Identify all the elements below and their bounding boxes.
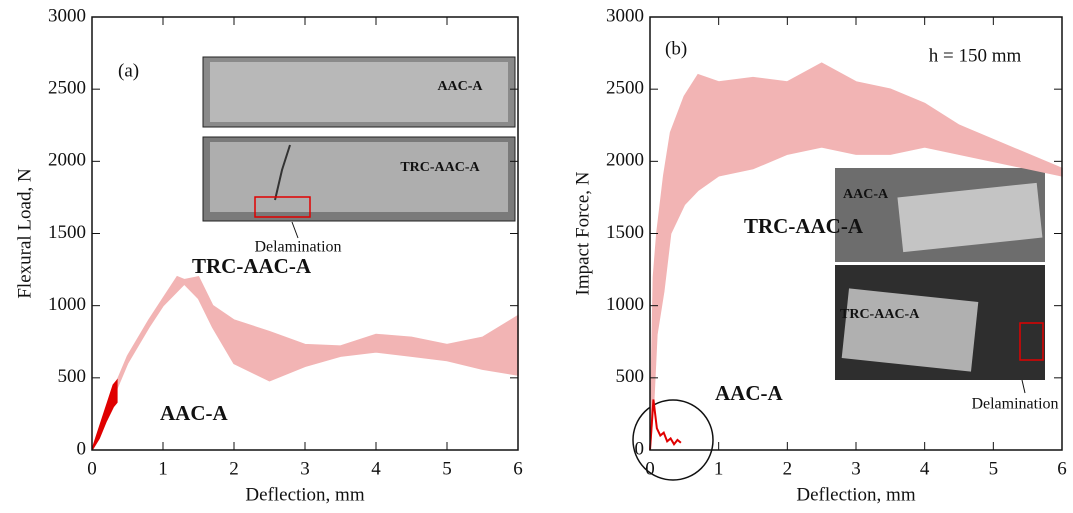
y-tick-label: 0: [635, 438, 645, 459]
x-tick-label: 4: [920, 458, 930, 479]
inset-label: AAC-A: [437, 79, 483, 94]
y-tick-label: 500: [616, 366, 645, 387]
y-tick-label: 0: [77, 438, 87, 459]
annotation: (a): [118, 60, 139, 81]
x-tick-label: 5: [442, 458, 452, 479]
y-axis-label: Flexural Load, N: [14, 168, 35, 299]
x-tick-label: 6: [1057, 458, 1067, 479]
y-tick-label: 1500: [606, 222, 644, 243]
y-tick-label: 3000: [606, 5, 644, 26]
series-label: AAC-A: [715, 381, 783, 405]
x-axis-label: Deflection, mm: [245, 484, 364, 505]
x-tick-label: 2: [783, 458, 793, 479]
x-tick-label: 0: [645, 458, 655, 479]
x-axis-label: Deflection, mm: [796, 484, 915, 505]
y-tick-label: 2500: [606, 78, 644, 99]
series-label: TRC-AAC-A: [192, 254, 312, 278]
y-tick-label: 2000: [606, 150, 644, 171]
y-tick-label: 1000: [48, 294, 86, 315]
inset-photos-b: [632, 168, 1045, 481]
y-axis-label: Impact Force, N: [572, 171, 593, 295]
inset-photos-a: [202, 56, 516, 239]
band: [91, 275, 519, 451]
inset-label: TRC-AAC-A: [840, 307, 920, 322]
series-label: TRC-AAC-A: [744, 214, 864, 238]
x-tick-label: 1: [714, 458, 724, 479]
y-tick-label: 2000: [48, 150, 86, 171]
inset-label: TRC-AAC-A: [400, 160, 480, 175]
x-tick-label: 2: [229, 458, 239, 479]
line: [649, 399, 682, 451]
x-tick-label: 6: [513, 458, 523, 479]
x-tick-label: 4: [371, 458, 381, 479]
y-tick-label: 1000: [606, 294, 644, 315]
x-tick-label: 0: [87, 458, 97, 479]
x-tick-label: 3: [851, 458, 861, 479]
inset-label: AAC-A: [843, 187, 889, 202]
series-label: AAC-A: [160, 401, 228, 425]
band: [91, 378, 118, 451]
y-tick-label: 3000: [48, 5, 86, 26]
annotation: Delamination: [971, 396, 1058, 413]
x-tick-label: 1: [158, 458, 168, 479]
y-tick-label: 1500: [48, 222, 86, 243]
y-tick-label: 2500: [48, 78, 86, 99]
y-tick-label: 500: [58, 366, 87, 387]
annotation: (b): [665, 38, 687, 59]
x-tick-label: 3: [300, 458, 310, 479]
annotation: h = 150 mm: [929, 45, 1022, 66]
annotation: Delamination: [254, 239, 341, 256]
x-tick-label: 5: [989, 458, 999, 479]
